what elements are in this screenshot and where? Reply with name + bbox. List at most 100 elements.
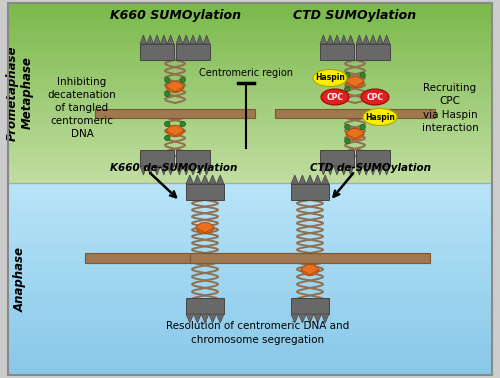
Polygon shape [363, 35, 370, 44]
Circle shape [344, 86, 350, 91]
Bar [186, 298, 224, 314]
Circle shape [164, 77, 170, 83]
Polygon shape [196, 166, 203, 175]
Polygon shape [201, 314, 209, 323]
Bar [8, 77, 492, 81]
Bar [8, 90, 492, 93]
Wedge shape [166, 81, 184, 92]
Polygon shape [160, 35, 167, 44]
Wedge shape [166, 125, 184, 136]
Text: Haspin: Haspin [365, 113, 395, 121]
Bar [186, 184, 224, 200]
Bar [8, 180, 492, 183]
Bar [320, 150, 354, 166]
Bar [8, 141, 492, 144]
Circle shape [164, 121, 170, 127]
Bar [8, 144, 492, 147]
Polygon shape [291, 175, 298, 184]
Circle shape [344, 72, 350, 77]
Polygon shape [154, 35, 160, 44]
Bar [8, 104, 492, 108]
Bar [8, 298, 492, 301]
Bar [8, 221, 492, 225]
Bar [8, 110, 492, 114]
Wedge shape [301, 265, 319, 276]
Bar [190, 253, 430, 263]
Bar [291, 184, 329, 200]
Bar [8, 269, 492, 273]
Bar [8, 99, 492, 102]
Bar [8, 291, 492, 295]
Text: CTD de-SUMOylation: CTD de-SUMOylation [310, 163, 431, 173]
Polygon shape [383, 166, 390, 175]
Bar [8, 192, 492, 196]
Bar [8, 355, 492, 359]
Bar [8, 20, 492, 24]
Polygon shape [320, 166, 327, 175]
Polygon shape [147, 166, 154, 175]
Bar [8, 132, 492, 135]
Bar [8, 317, 492, 321]
Polygon shape [216, 175, 224, 184]
Bar [8, 51, 492, 54]
Bar [8, 307, 492, 311]
Bar [8, 253, 492, 257]
Polygon shape [147, 35, 154, 44]
Bar [320, 44, 354, 60]
Bar [8, 14, 492, 18]
Bar [8, 65, 492, 69]
Text: CTD SUMOylation: CTD SUMOylation [294, 9, 416, 23]
Bar [8, 323, 492, 327]
Polygon shape [176, 35, 183, 44]
Bar [8, 208, 492, 212]
Bar [8, 272, 492, 276]
Bar [8, 218, 492, 222]
Bar [8, 87, 492, 90]
Bar [8, 26, 492, 30]
Polygon shape [183, 35, 190, 44]
Bar [140, 44, 174, 60]
Bar [8, 336, 492, 340]
Circle shape [180, 77, 186, 83]
Bar [176, 150, 210, 166]
Circle shape [164, 135, 170, 141]
Polygon shape [327, 166, 334, 175]
Bar [275, 108, 435, 118]
Bar [8, 174, 492, 177]
Bar [8, 138, 492, 141]
Bar [8, 74, 492, 78]
Bar [8, 327, 492, 330]
Bar [8, 96, 492, 99]
Bar [356, 150, 390, 166]
Bar [8, 152, 492, 156]
Bar [8, 45, 492, 48]
Bar [8, 279, 492, 282]
Bar [8, 234, 492, 237]
Bar [8, 237, 492, 241]
Ellipse shape [361, 89, 389, 105]
Polygon shape [298, 175, 306, 184]
Bar [356, 44, 390, 60]
Bar [8, 147, 492, 150]
Polygon shape [376, 166, 383, 175]
Bar [8, 150, 492, 153]
Polygon shape [327, 35, 334, 44]
Polygon shape [314, 175, 322, 184]
Wedge shape [166, 126, 184, 136]
Bar [8, 183, 492, 186]
Text: Haspin: Haspin [315, 73, 345, 82]
Bar [8, 56, 492, 60]
Bar [8, 349, 492, 353]
Bar [8, 164, 492, 168]
Bar [8, 84, 492, 87]
Circle shape [344, 138, 350, 144]
Polygon shape [194, 314, 201, 323]
Bar [8, 135, 492, 138]
Bar [8, 161, 492, 165]
Bar [8, 102, 492, 105]
Polygon shape [167, 166, 174, 175]
Text: Anaphase: Anaphase [14, 246, 26, 311]
Polygon shape [376, 35, 383, 44]
Bar [8, 301, 492, 305]
Wedge shape [301, 264, 319, 275]
